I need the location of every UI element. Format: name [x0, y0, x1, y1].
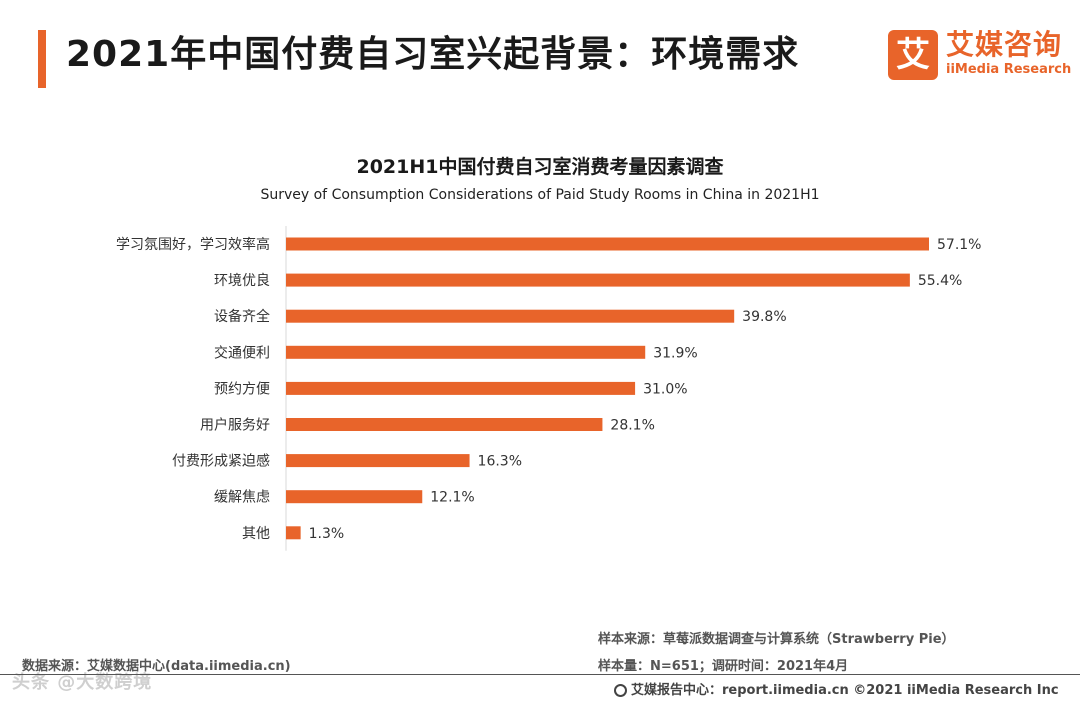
- category-label: 学习氛围好，学习效率高: [116, 236, 270, 253]
- logo-mark-icon: 艾: [888, 30, 938, 80]
- chart-title: 2021H1中国付费自习室消费考量因素调查: [356, 156, 724, 178]
- category-label: 缓解焦虑: [214, 490, 270, 506]
- bar: [286, 345, 646, 359]
- data-source-note: 数据来源：艾媒数据中心(data.iimedia.cn): [22, 659, 291, 674]
- footer-credit: 艾媒报告中心：report.iimedia.cn ©2021 iiMedia R…: [614, 679, 1059, 698]
- sample-source-note: 样本来源：草莓派数据调查与计算系统（Strawberry Pie）: [598, 632, 955, 647]
- value-label: 1.3%: [309, 526, 345, 542]
- bar: [286, 418, 603, 431]
- category-label: 预约方便: [214, 381, 270, 397]
- value-label: 31.0%: [643, 381, 687, 397]
- bar: [286, 526, 301, 540]
- value-label: 39.8%: [742, 309, 786, 325]
- bar: [286, 454, 470, 468]
- category-label: 其他: [242, 526, 270, 542]
- bar: [286, 273, 910, 287]
- page-title: 2021年中国付费自习室兴起背景：环境需求: [66, 34, 800, 75]
- watermark: 头条 @大数跨境: [12, 672, 153, 693]
- value-label: 28.1%: [610, 418, 654, 434]
- value-label: 57.1%: [937, 237, 981, 253]
- value-label: 55.4%: [918, 273, 962, 289]
- category-label: 交通便利: [214, 344, 270, 361]
- category-label: 用户服务好: [200, 417, 270, 434]
- category-label: 环境优良: [214, 273, 270, 289]
- chart-subtitle: Survey of Consumption Considerations of …: [260, 187, 820, 203]
- sample-size-note: 样本量：N=651；调研时间：2021年4月: [598, 659, 849, 674]
- value-label: 31.9%: [653, 345, 697, 361]
- title-accent-bar: [38, 30, 46, 88]
- bar: [286, 490, 423, 504]
- value-label: 16.3%: [478, 454, 522, 470]
- logo-chinese-name: 艾媒咨询: [946, 28, 1063, 61]
- bar: [286, 309, 735, 323]
- footer-text: 艾媒报告中心：report.iimedia.cn ©2021 iiMedia R…: [631, 683, 1059, 698]
- category-label: 付费形成紧迫感: [172, 453, 270, 470]
- bar: [286, 237, 929, 251]
- globe-icon: [614, 684, 627, 697]
- iimedia-logo: 艾 艾媒咨询 iiMedia Research: [888, 28, 1071, 82]
- value-label: 12.1%: [430, 490, 474, 506]
- logo-english-name: iiMedia Research: [946, 62, 1072, 77]
- bar: [286, 381, 636, 395]
- footer-divider: [0, 674, 1080, 675]
- category-label: 设备齐全: [214, 308, 270, 325]
